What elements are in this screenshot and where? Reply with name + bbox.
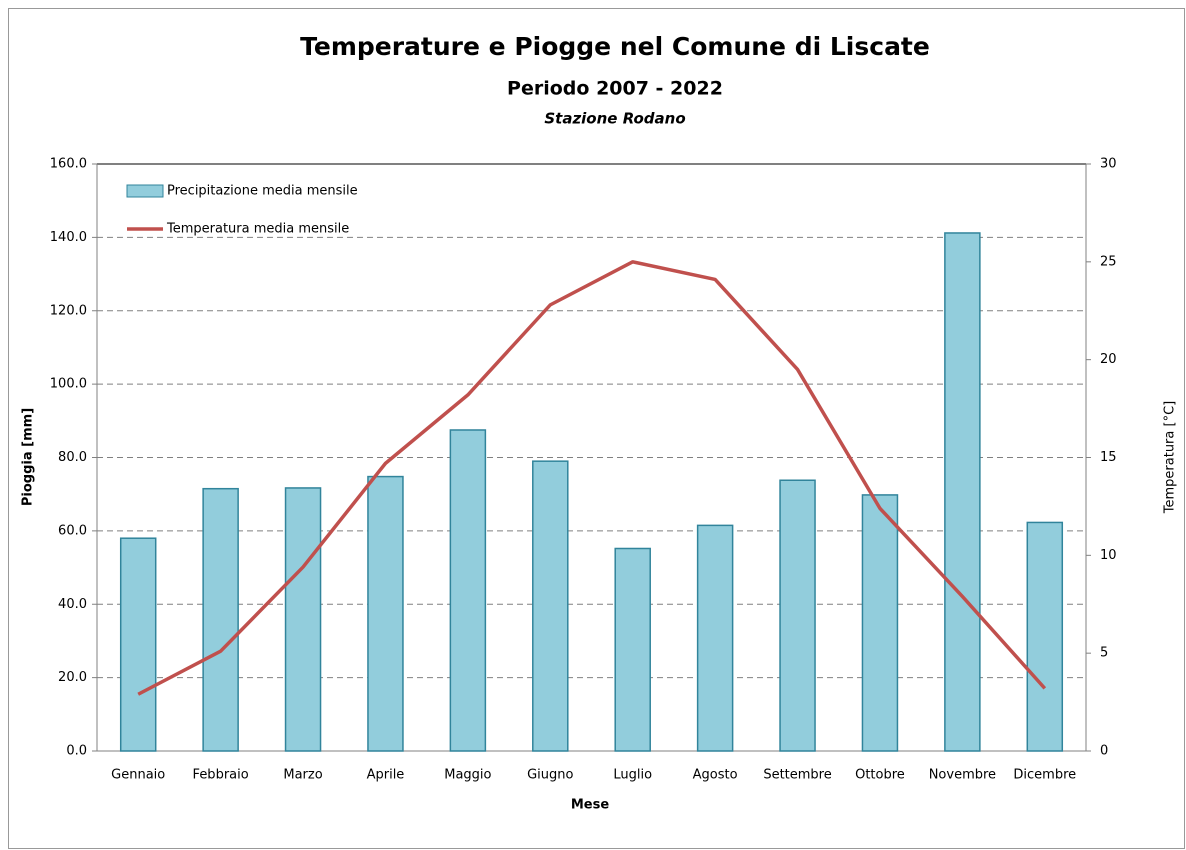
bar [861,494,899,752]
y-tick-label: 80.0 [58,450,87,465]
legend-swatch [126,184,164,198]
x-tick-label: Dicembre [1013,768,1076,783]
bar [1026,521,1064,752]
y-tick-label: 100.0 [50,377,87,392]
bar [367,475,404,752]
bar [779,479,816,752]
x-axis-label: Mese [571,798,609,813]
legend-label: Precipitazione media mensile [167,184,358,199]
x-tick-label: Luglio [613,768,652,783]
y-tick-label: 40.0 [58,597,87,612]
y-tick-label: 140.0 [50,230,87,245]
chart-station: Stazione Rodano [544,110,685,128]
bar [284,487,322,752]
y-tick-label: 60.0 [58,523,87,538]
x-tick-label: Giugno [527,768,573,783]
x-tick-label: Ottobre [855,768,905,783]
x-tick-label: Aprile [367,768,405,783]
y-tick-label: 120.0 [50,303,87,318]
bar [944,232,981,752]
y2-tick-label: 30 [1100,157,1117,172]
chart-title: Temperature e Piogge nel Comune di Lisca… [300,32,930,61]
y2-tick-label: 0 [1100,744,1108,759]
y-axis-label: Pioggia [mm] [21,408,36,506]
chart-frame [8,8,1185,849]
x-tick-label: Novembre [929,768,996,783]
y-tick-label: 160.0 [50,157,87,172]
bar [614,547,651,752]
y2-axis-label: Temperatura [°C] [1163,401,1178,514]
bar [202,487,239,752]
x-tick-label: Agosto [693,768,738,783]
chart-subtitle: Periodo 2007 - 2022 [507,78,723,100]
bar [449,429,487,752]
y2-tick-label: 10 [1100,548,1117,563]
x-tick-label: Febbraio [193,768,249,783]
x-tick-label: Settembre [763,768,831,783]
bar [532,460,569,752]
x-tick-label: Gennaio [111,768,165,783]
bar [696,524,734,752]
y2-tick-label: 5 [1100,646,1108,661]
y2-tick-label: 15 [1100,450,1117,465]
temperature-line [137,260,1047,696]
y-tick-label: 0.0 [66,744,87,759]
y2-tick-label: 25 [1100,254,1117,269]
x-tick-label: Maggio [444,768,491,783]
y-tick-label: 20.0 [58,670,87,685]
x-tick-label: Marzo [283,768,322,783]
bar [119,537,157,752]
legend-label: Temperatura media mensile [166,222,349,237]
y2-tick-label: 20 [1100,352,1117,367]
